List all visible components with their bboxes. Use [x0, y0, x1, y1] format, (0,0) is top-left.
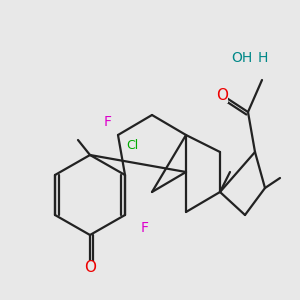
Text: OH: OH — [231, 51, 253, 65]
Text: O: O — [216, 88, 228, 103]
Text: F: F — [104, 115, 112, 129]
Text: H: H — [258, 51, 268, 65]
Text: F: F — [141, 221, 149, 235]
Text: Cl: Cl — [126, 139, 138, 152]
Text: O: O — [84, 260, 96, 275]
